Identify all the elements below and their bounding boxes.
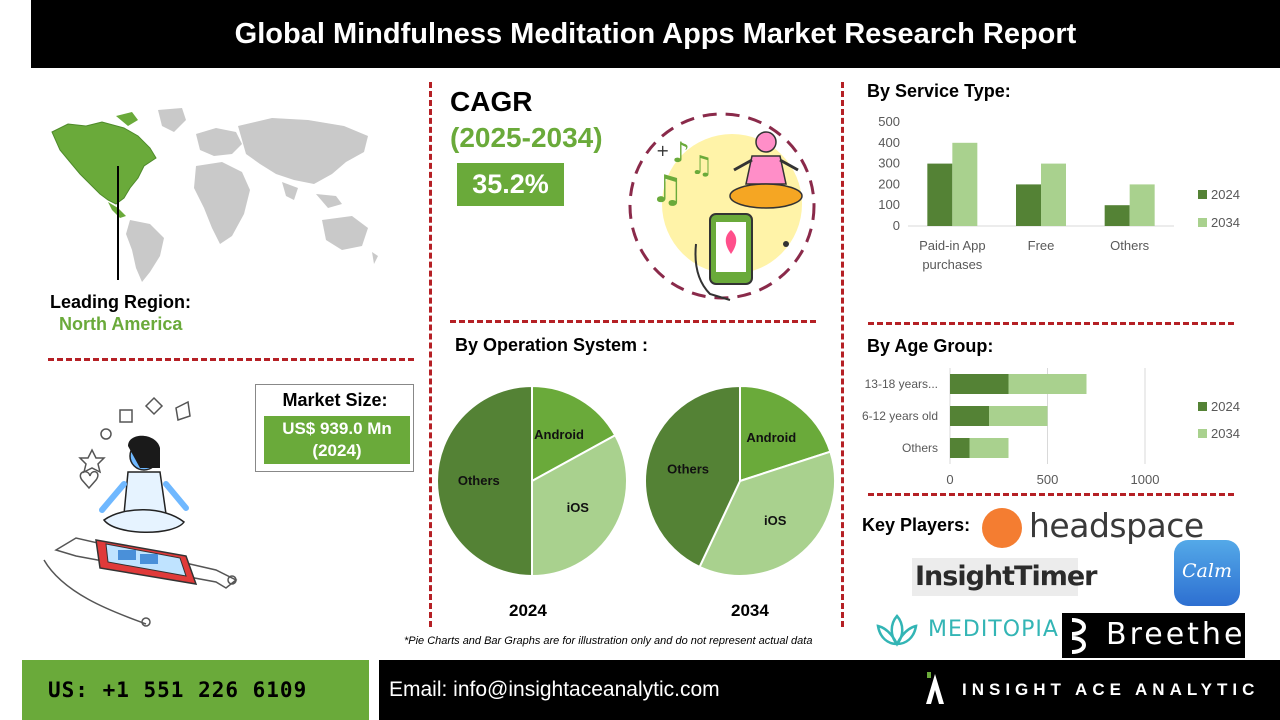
service-type-bar-chart: 0 100 200 300 400 500 Paid-in App purchases Free… bbox=[878, 114, 1240, 272]
service-bar-2024 bbox=[927, 163, 953, 226]
market-size-label: Market Size: bbox=[282, 390, 388, 410]
meditating-person-illustration-icon bbox=[43, 396, 238, 627]
vertical-divider-right bbox=[841, 82, 844, 627]
vertical-divider-left bbox=[429, 82, 432, 627]
illustration-disclaimer: *Pie Charts and Bar Graphs are for illus… bbox=[404, 635, 813, 647]
service-category-label: Paid-in App purchases bbox=[919, 238, 986, 272]
leading-region-value: North America bbox=[59, 314, 183, 334]
operation-system-pie-2024: Android iOS Others bbox=[436, 384, 628, 578]
service-bar-2024 bbox=[1016, 184, 1041, 226]
key-players-label: Key Players: bbox=[862, 515, 971, 535]
service-ytick-label: 200 bbox=[878, 176, 900, 191]
cagr-period: (2025-2034) bbox=[450, 122, 603, 153]
region-pointer-line bbox=[117, 166, 119, 280]
pie-slice-label: Others bbox=[667, 461, 709, 476]
market-size-year: (2024) bbox=[312, 441, 362, 460]
svg-text:♫: ♫ bbox=[690, 151, 713, 181]
pie-slice-android bbox=[739, 384, 832, 483]
age-bar-2034 bbox=[1008, 374, 1087, 394]
pie-year-2024: 2024 bbox=[509, 601, 547, 620]
service-bar-2034 bbox=[1129, 184, 1155, 226]
service-bar-2034 bbox=[1041, 163, 1066, 226]
service-legend-swatch bbox=[1198, 190, 1207, 199]
page-title: Global Mindfulness Meditation Apps Marke… bbox=[31, 0, 1280, 68]
service-ytick-label: 300 bbox=[878, 156, 900, 171]
service-category-label: Free bbox=[1028, 238, 1055, 253]
operation-system-title: By Operation System : bbox=[455, 335, 649, 355]
service-bar-2024 bbox=[1104, 205, 1130, 226]
service-type-title: By Service Type: bbox=[867, 81, 1011, 101]
calm-logo-text: Calm bbox=[1182, 560, 1232, 582]
insight-ace-logo-icon bbox=[926, 672, 944, 704]
age-bar-2034 bbox=[969, 438, 1009, 458]
cagr-value: 35.2% bbox=[457, 163, 564, 206]
headspace-logo-icon bbox=[982, 508, 1022, 548]
age-bar-2024 bbox=[950, 438, 970, 458]
svg-text:+: + bbox=[656, 141, 669, 160]
age-legend-label: 2024 bbox=[1211, 399, 1240, 414]
age-bar-2024 bbox=[950, 374, 1009, 394]
age-category-label: 6-12 years old bbox=[862, 409, 938, 423]
world-map-icon bbox=[51, 108, 378, 282]
service-category-label: Others bbox=[1110, 238, 1150, 253]
footer-brand-name: INSIGHT ACE ANALYTIC bbox=[900, 660, 1280, 720]
footer-phone: US: +1 551 226 6109 bbox=[22, 660, 369, 720]
service-legend-swatch bbox=[1198, 218, 1207, 227]
age-bar-2024 bbox=[950, 406, 989, 426]
svg-text:♪: ♪ bbox=[672, 136, 690, 169]
market-size-value: US$ 939.0 Mn (2024) bbox=[264, 416, 410, 464]
age-bar-2034 bbox=[989, 406, 1048, 426]
service-legend-label: 2024 bbox=[1211, 187, 1240, 202]
market-size-amount: US$ 939.0 Mn bbox=[282, 419, 392, 438]
pie-slice-label: Others bbox=[458, 473, 500, 488]
meditation-app-illustration-icon: ♫ ♪ ♫ + bbox=[628, 112, 816, 301]
pie-slice-label: iOS bbox=[567, 500, 590, 515]
footer-email: Email: info@insightaceanalytic.com bbox=[379, 660, 900, 720]
operation-system-pie-2034: Android iOS Others bbox=[644, 384, 836, 577]
meditopia-lotus-icon bbox=[876, 614, 918, 647]
age-legend-swatch bbox=[1198, 402, 1207, 411]
pie-slice-others bbox=[644, 384, 741, 569]
horizontal-divider-right-bottom bbox=[868, 493, 1234, 496]
age-legend-label: 2034 bbox=[1211, 426, 1240, 441]
breethe-logo-text: Breethe bbox=[1106, 617, 1246, 652]
service-ytick-label: 400 bbox=[878, 135, 900, 150]
pie-slice-others bbox=[436, 384, 533, 578]
pie-slice-ios bbox=[698, 450, 836, 577]
age-xtick-label: 1000 bbox=[1131, 472, 1160, 487]
age-group-bar-chart: 0 500 1000 13-18 years... 6-12 years old Othe… bbox=[862, 368, 1240, 487]
market-size-box bbox=[255, 384, 414, 472]
calm-logo-icon bbox=[1174, 540, 1240, 606]
service-ytick-label: 500 bbox=[878, 114, 900, 129]
service-ytick-label: 0 bbox=[893, 218, 900, 233]
age-group-title: By Age Group: bbox=[867, 336, 994, 356]
age-category-label: Others bbox=[902, 441, 938, 455]
service-legend-label: 2034 bbox=[1211, 215, 1240, 230]
insight-timer-logo-bg bbox=[912, 558, 1078, 596]
insight-timer-logo-text: InsightTimer bbox=[915, 561, 1097, 592]
leading-region-label: Leading Region: bbox=[50, 292, 191, 312]
age-category-label: 13-18 years... bbox=[865, 377, 938, 391]
pie-year-2034: 2034 bbox=[731, 601, 769, 620]
pie-slice-ios bbox=[531, 433, 628, 578]
age-xtick-label: 500 bbox=[1037, 472, 1059, 487]
cagr-label: CAGR bbox=[450, 86, 533, 117]
breethe-logo-icon bbox=[1071, 618, 1086, 654]
pie-slice-label: iOS bbox=[764, 513, 787, 528]
pie-slice-android bbox=[531, 384, 617, 483]
age-xtick-label: 0 bbox=[946, 472, 953, 487]
service-ytick-label: 100 bbox=[878, 197, 900, 212]
breethe-logo-bg bbox=[1062, 613, 1245, 658]
service-bar-2034 bbox=[952, 142, 978, 226]
horizontal-divider-middle bbox=[450, 320, 816, 323]
pie-slice-label: Android bbox=[746, 430, 796, 445]
horizontal-divider-left bbox=[48, 358, 414, 361]
svg-text:♫: ♫ bbox=[650, 167, 684, 211]
age-legend-swatch bbox=[1198, 429, 1207, 438]
pie-slice-label: Android bbox=[534, 427, 584, 442]
horizontal-divider-right-top bbox=[868, 322, 1234, 325]
meditopia-logo-text: MEDITOPIA bbox=[928, 617, 1059, 642]
headspace-logo-text: headspace bbox=[1029, 506, 1204, 545]
